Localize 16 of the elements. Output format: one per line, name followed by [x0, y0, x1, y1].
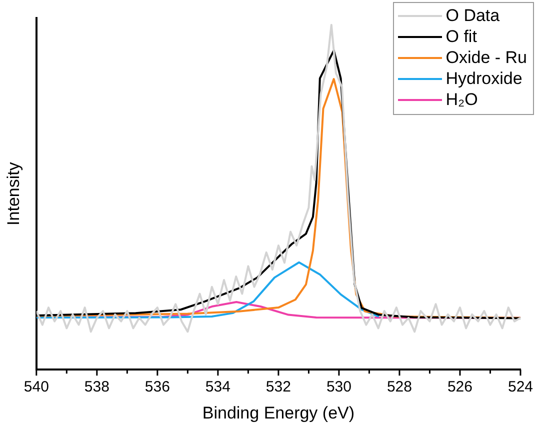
x-tick-label: 536 — [144, 378, 170, 396]
legend-label: H₂O — [446, 90, 478, 110]
y-axis-title: Intensity — [4, 162, 23, 226]
legend-label: Hydroxide — [446, 68, 522, 88]
x-tick-label: 534 — [205, 378, 230, 396]
x-tick-label: 526 — [447, 378, 472, 396]
x-axis-title: Binding Energy (eV) — [202, 403, 355, 422]
x-tick-label: 532 — [266, 378, 291, 396]
x-tick-label: 530 — [326, 378, 352, 396]
legend-label: O Data — [446, 6, 500, 26]
x-tick-label: 540 — [24, 378, 49, 396]
x-tick-label: 538 — [84, 378, 110, 396]
legend-label: O fit — [446, 26, 477, 46]
legend-label: Oxide - Ru — [446, 48, 527, 68]
x-tick-label: 524 — [508, 378, 533, 396]
x-tick-label: 528 — [386, 378, 412, 396]
